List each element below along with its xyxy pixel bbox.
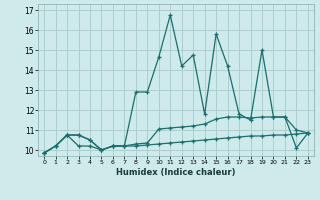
X-axis label: Humidex (Indice chaleur): Humidex (Indice chaleur) [116, 168, 236, 177]
